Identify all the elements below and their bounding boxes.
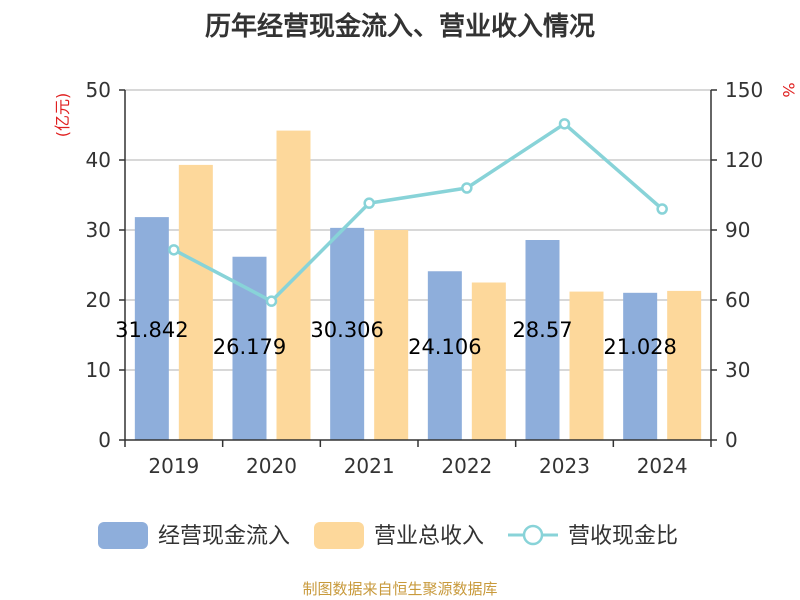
x-tick-label: 2022 (441, 454, 492, 478)
legend-swatch (314, 522, 364, 549)
ratio-point (461, 182, 473, 194)
left-tick-label: 0 (98, 428, 111, 452)
left-tick-label: 10 (86, 358, 111, 382)
ratio-point (656, 203, 668, 215)
x-tick-label: 2020 (246, 454, 297, 478)
x-tick-label: 2021 (344, 454, 395, 478)
x-tick-label: 2024 (637, 454, 688, 478)
legend-label: 营业总收入 (374, 524, 484, 549)
ratio-point (363, 197, 375, 209)
x-tick-label: 2019 (148, 454, 199, 478)
x-tick-label: 2023 (539, 454, 590, 478)
right-unit-label: % (779, 82, 798, 97)
legend: 经营现金流入 营业总收入 营收现金比 (98, 522, 678, 549)
legend-label: 经营现金流入 (158, 524, 290, 549)
ratio-point (168, 244, 180, 256)
bar-total-revenue (374, 230, 409, 440)
right-tick-label: 150 (725, 78, 763, 102)
data-label: 24.106 (408, 335, 481, 359)
right-tick-label: 60 (725, 288, 750, 312)
source-note: 制图数据来自恒生聚源数据库 (302, 580, 498, 598)
legend-label: 营收现金比 (568, 524, 678, 549)
ratio-line-path (173, 122, 664, 303)
bar-cash-inflow (623, 292, 658, 440)
bar-cash-inflow (330, 227, 365, 440)
bar-cash-inflow (525, 240, 560, 440)
bar-total-revenue (667, 290, 702, 440)
bar-total-revenue (471, 282, 506, 440)
right-tick-label: 90 (725, 218, 750, 242)
left-tick-label: 30 (86, 218, 111, 242)
bar-total-revenue (569, 291, 604, 440)
bar-total-revenue (178, 164, 213, 440)
bars (134, 130, 702, 440)
right-tick-label: 30 (725, 358, 750, 382)
bar-cash-inflow (427, 271, 462, 440)
bar-total-revenue (276, 130, 311, 440)
left-tick-label: 20 (86, 288, 111, 312)
bar-cash-inflow (232, 256, 267, 440)
data-label: 28.57 (512, 318, 572, 342)
legend-swatch (98, 522, 148, 549)
data-label: 26.179 (213, 335, 286, 359)
left-unit-label: (亿元) (53, 93, 72, 138)
data-label: 30.306 (310, 318, 383, 342)
ratio-point (558, 118, 571, 130)
right-tick-label: 0 (725, 428, 738, 452)
left-tick-label: 50 (86, 78, 111, 102)
axes: 0 0 10 30 20 60 30 90 40 120 50 150 (亿元)% 2019 2020 202… (53, 78, 798, 478)
ratio-point (265, 295, 278, 307)
legend-item: 营业总收入 (314, 522, 484, 549)
chart-title: 历年经营现金流入、营业收入情况 (204, 12, 595, 42)
data-label: 31.842 (115, 318, 188, 342)
data-labels: 31.842 26.179 30.306 24.106 28.57 21.028 (115, 318, 677, 359)
legend-item: 营收现金比 (508, 524, 678, 549)
legend-item: 经营现金流入 (98, 522, 290, 549)
right-tick-label: 120 (725, 148, 763, 172)
ratio-line (168, 118, 668, 307)
left-tick-label: 40 (86, 148, 111, 172)
gridlines (125, 89, 711, 371)
bar-cash-inflow (134, 217, 169, 440)
legend-marker (522, 524, 544, 546)
data-label: 21.028 (603, 335, 676, 359)
